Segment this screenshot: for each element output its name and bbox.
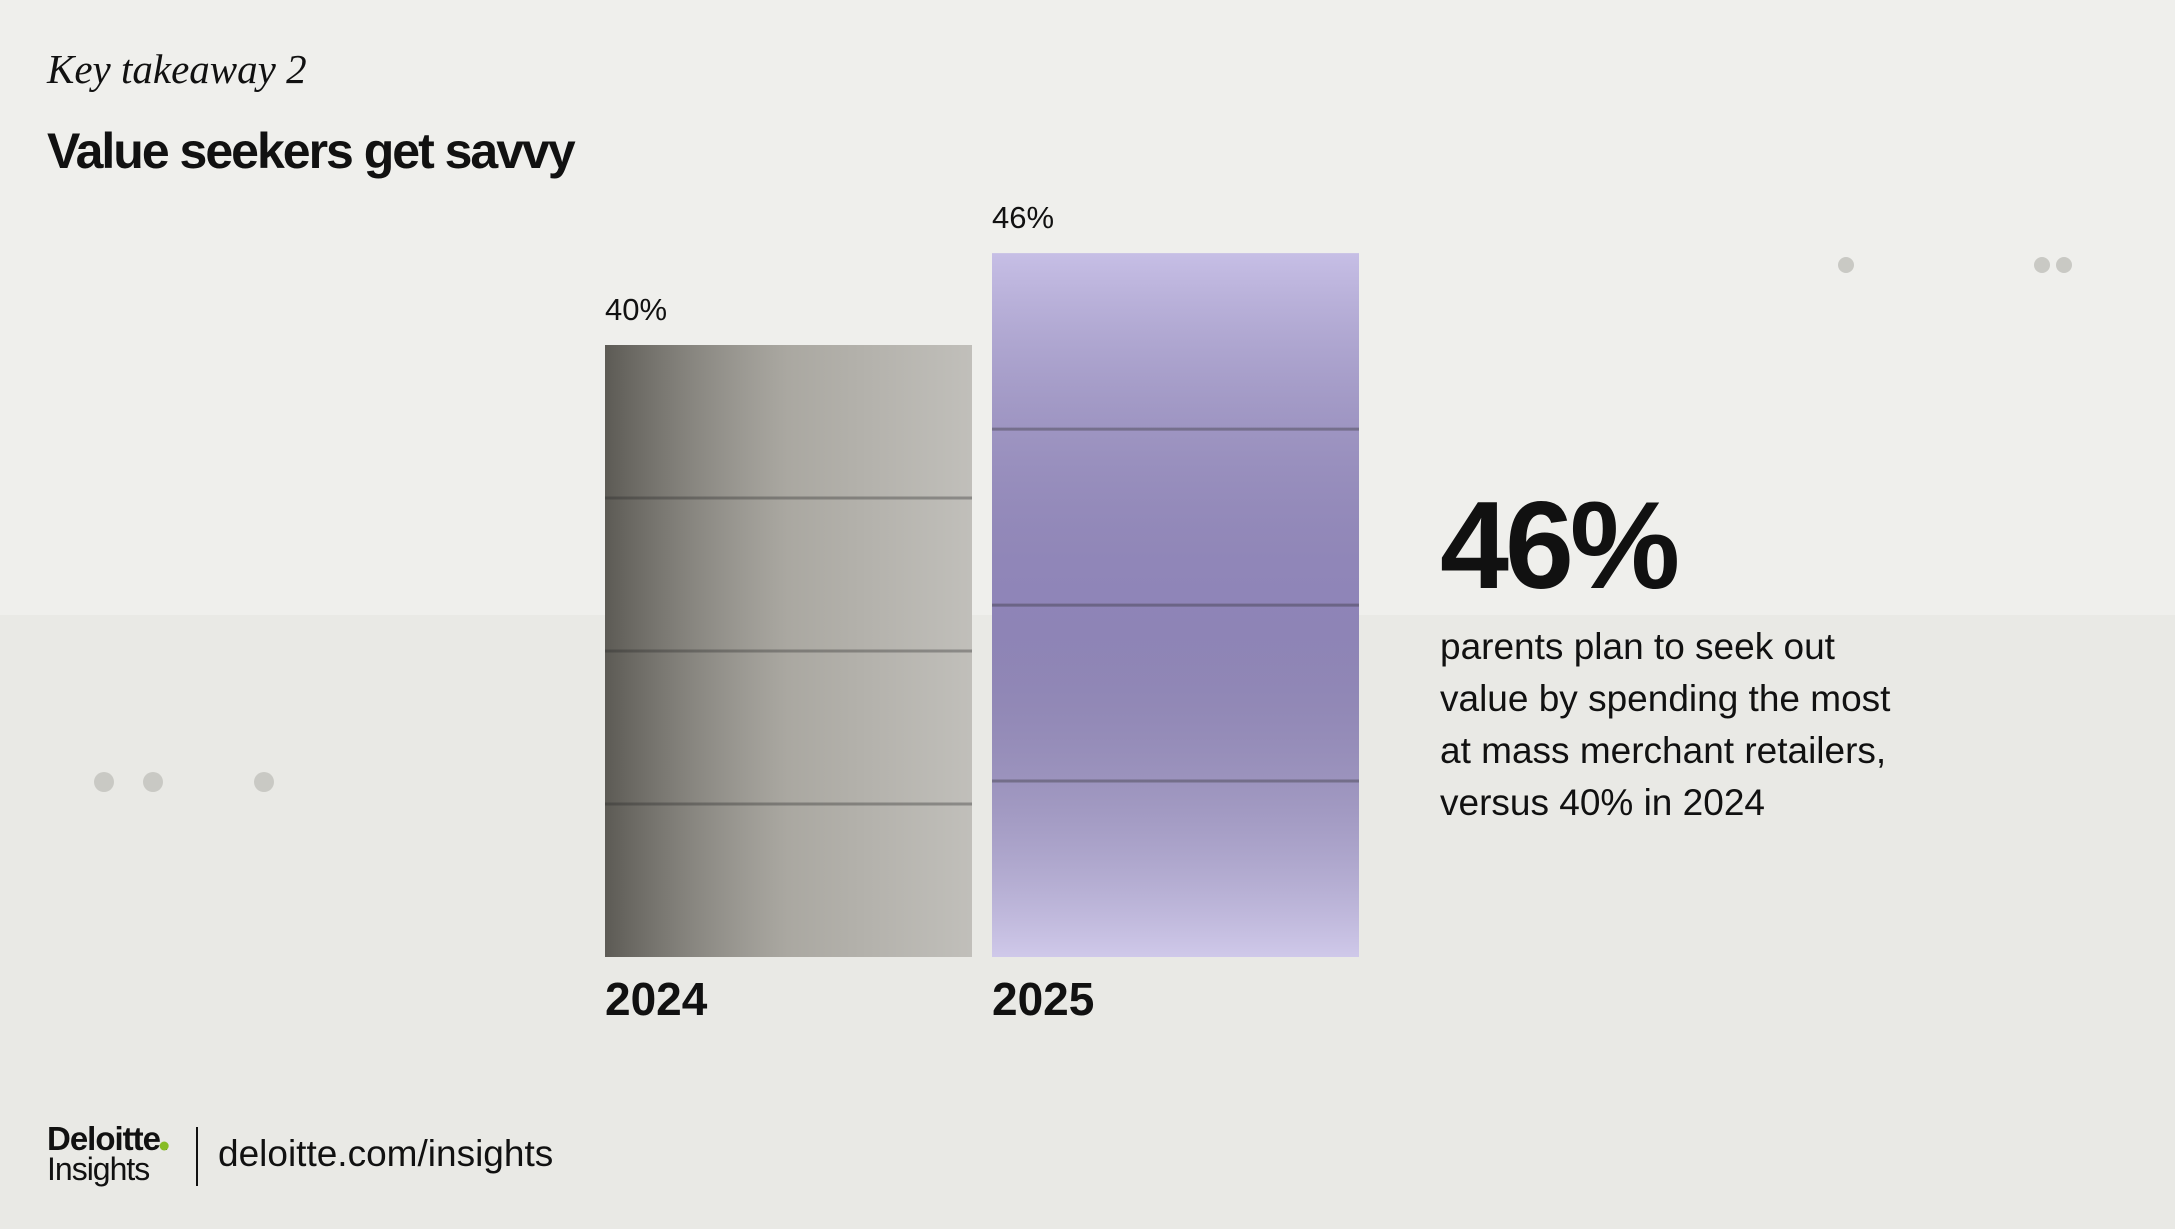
description-line: versus 40% in 2024 [1440,782,1765,823]
description-line: parents plan to seek out [1440,626,1836,667]
brand-dot [159,1141,169,1151]
chart-title: Value seekers get savvy [47,123,576,179]
brand: Deloitte. [47,1120,168,1157]
category-label: 2024 [605,973,708,1025]
brand-sub: Insights [47,1151,149,1187]
decor-dots [94,257,2072,792]
value-label: 46% [992,200,1054,235]
footer-url: deloitte.com/insights [218,1133,553,1174]
category-label: 2025 [992,973,1094,1025]
value-label: 40% [605,292,667,327]
description-line: at mass merchant retailers, [1440,730,1886,771]
kicker: Key takeaway 2 [46,46,307,92]
description-line: value by spending the most [1440,678,1891,719]
bar-texture [605,345,972,957]
highlight-value: 46% [1440,477,1677,615]
highlight-description: parents plan to seek out value by spendin… [1440,626,1891,823]
bar-texture [992,253,1359,957]
